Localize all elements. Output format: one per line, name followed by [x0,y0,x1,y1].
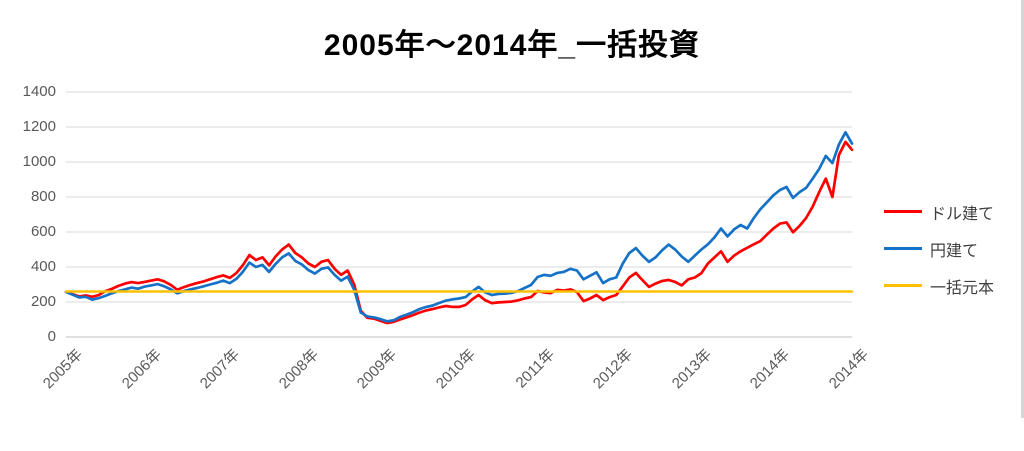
y-tick-label: 0 [47,328,56,345]
plot-area [64,91,854,338]
legend-label: 円建て [930,242,979,260]
chart-title: 2005年～2014年_一括投資 [323,29,701,62]
chart: 2005年～2014年_一括投資 0 200 400 600 800 1000 1200 14… [22,0,1024,418]
legend-label: 一括元本 [930,279,995,297]
y-tick-label: 1200 [22,118,56,135]
series-line-usd [64,140,854,325]
legend-swatch [884,210,922,213]
window-edge [1021,0,1024,418]
series-line-jpy [64,130,854,323]
y-tick-label: 1000 [22,153,56,170]
legend-item-jpy: 円建て [884,230,994,267]
y-tick-label: 800 [30,188,56,205]
y-tick-label: 1400 [22,83,56,100]
y-tick-label: 600 [30,223,56,240]
legend-item-principal: 一括元本 [884,267,994,304]
legend-label: ドル建て [930,205,995,223]
y-tick-label: 400 [30,258,56,275]
legend-swatch [884,247,922,250]
y-tick-label: 200 [30,293,56,310]
legend: ドル建て円建て一括元本 [884,193,994,304]
legend-swatch [884,284,922,287]
legend-item-usd: ドル建て [884,193,994,230]
